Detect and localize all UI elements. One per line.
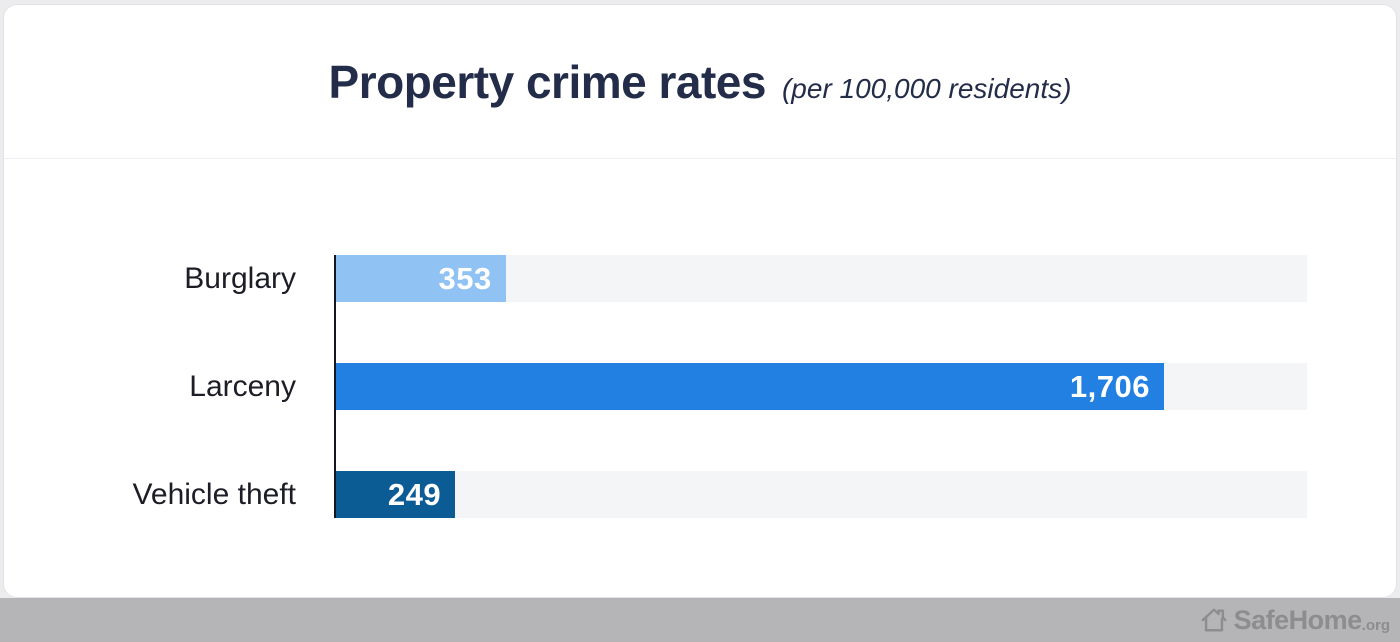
y-axis-line <box>334 255 336 518</box>
category-label: Larceny <box>189 369 296 403</box>
bar-chart: Burglary 353 Larceny 1,706 Vehicle theft… <box>133 255 1307 518</box>
bar-value-label: 353 <box>438 260 492 296</box>
bar-row: Vehicle theft 249 <box>133 471 1307 518</box>
bar: 249 <box>334 471 456 518</box>
footer-band: SafeHome .org <box>0 598 1400 642</box>
bar-value-label: 249 <box>387 476 442 512</box>
bar: 1,706 <box>334 363 1164 410</box>
bar-row: Burglary 353 <box>184 255 1307 302</box>
brand-suffix: .org <box>1361 616 1390 634</box>
house-icon <box>1201 608 1227 632</box>
category-label: Burglary <box>184 261 296 295</box>
bar-row: Larceny 1,706 <box>189 363 1307 410</box>
brand-name: SafeHome <box>1233 604 1363 635</box>
bar: 353 <box>334 255 506 302</box>
chart-title: Property crime rates <box>328 55 767 108</box>
title-row: Property crime rates (per 100,000 reside… <box>329 55 1072 109</box>
category-label: Vehicle theft <box>132 477 296 511</box>
chart-subtitle: (per 100,000 residents) <box>781 72 1072 104</box>
chart-header: Property crime rates (per 100,000 reside… <box>4 5 1396 159</box>
bar-value-label: 1,706 <box>1069 368 1150 404</box>
bar-rows: Burglary 353 Larceny 1,706 Vehicle theft… <box>133 255 1307 518</box>
bar-track <box>334 471 1307 518</box>
chart-card: Property crime rates (per 100,000 reside… <box>3 4 1397 598</box>
safehome-logo: SafeHome .org <box>1199 605 1390 636</box>
